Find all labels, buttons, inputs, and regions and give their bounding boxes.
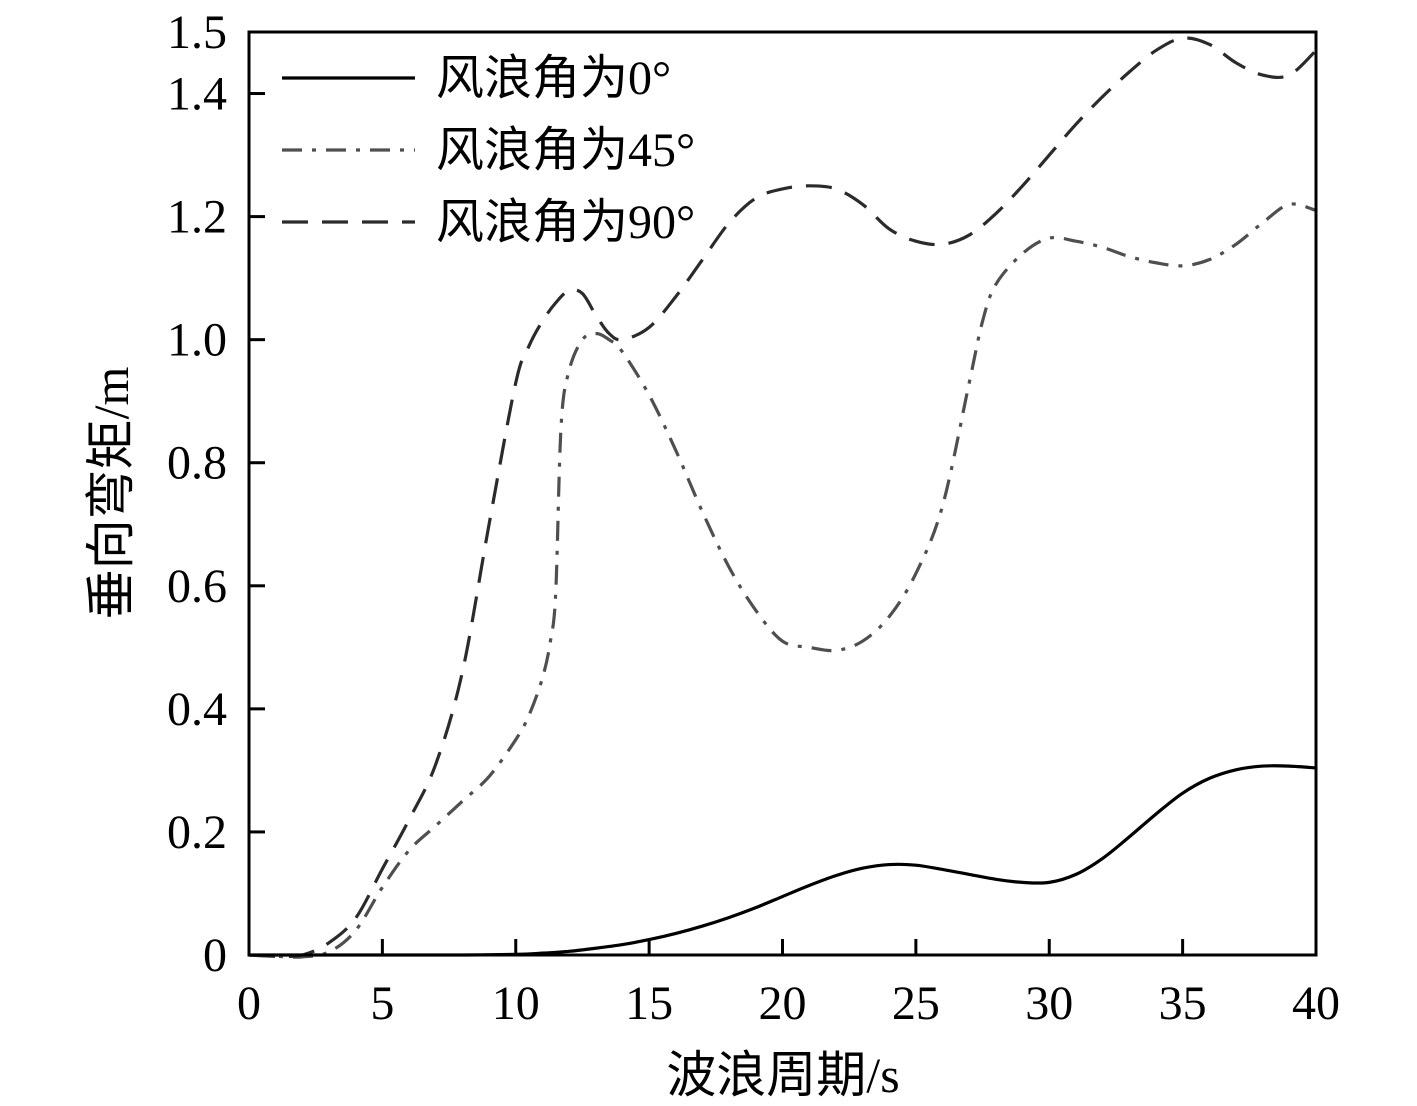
y-tick-label: 1.2 bbox=[167, 191, 227, 244]
x-tick-label: 25 bbox=[892, 977, 940, 1030]
marks-layer bbox=[248, 36, 1318, 959]
y-tick-label: 1.0 bbox=[167, 314, 227, 367]
plot-frame bbox=[247, 30, 1318, 957]
x-axis-label: 波浪周期/s bbox=[666, 1047, 899, 1103]
legend-label-3: 风浪角为90° bbox=[436, 196, 695, 249]
series-line-3 bbox=[248, 36, 1318, 959]
y-tick-label: 0 bbox=[203, 929, 227, 982]
x-tick-label: 20 bbox=[759, 977, 807, 1030]
series-line-2 bbox=[248, 202, 1317, 959]
y-tick-label: 1.5 bbox=[167, 6, 227, 59]
y-tick-label: 0.2 bbox=[167, 806, 227, 859]
legend: 风浪角为0° 风浪角为45° 风浪角为90° bbox=[282, 52, 695, 249]
y-axis-label: 垂向弯矩/m bbox=[83, 367, 139, 620]
series-line-1 bbox=[249, 764, 1317, 957]
x-tick-label: 35 bbox=[1159, 977, 1207, 1030]
x-tick-label: 5 bbox=[370, 977, 394, 1030]
y-tick-label: 0.8 bbox=[167, 437, 227, 490]
x-tick-label: 10 bbox=[492, 977, 540, 1030]
y-tick-label: 0.6 bbox=[167, 560, 227, 613]
x-tick-label: 15 bbox=[625, 977, 673, 1030]
x-tick-label: 0 bbox=[237, 977, 261, 1030]
x-tick-label: 30 bbox=[1025, 977, 1073, 1030]
axes-layer: 0 5 10 15 20 25 30 35 40 0 0.2 0.4 0.6 0.8 1.0 1.2 1.4 1.… bbox=[167, 6, 1340, 1030]
y-tick-label: 1.4 bbox=[167, 68, 227, 121]
y-tick-label: 0.4 bbox=[167, 683, 227, 736]
x-tick-label: 40 bbox=[1292, 977, 1340, 1030]
legend-label-1: 风浪角为0° bbox=[436, 52, 671, 105]
legend-label-2: 风浪角为45° bbox=[436, 124, 695, 177]
